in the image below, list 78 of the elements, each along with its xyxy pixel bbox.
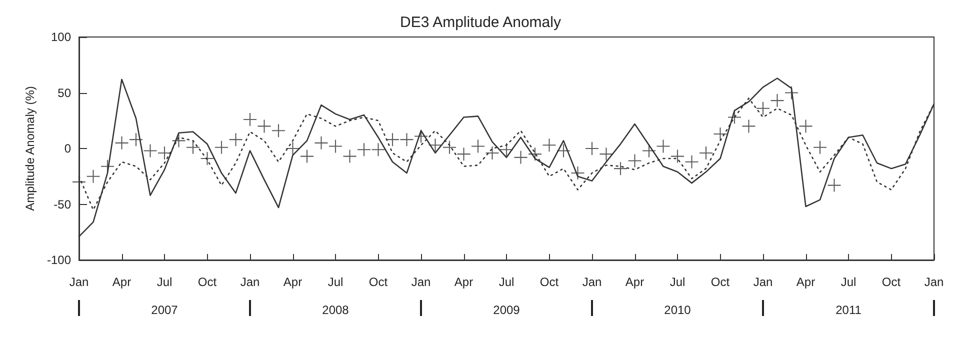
point — [542, 138, 556, 152]
point — [372, 143, 385, 156]
x2-tick-label: 2009 — [493, 303, 520, 317]
point — [814, 140, 826, 154]
x-tick-label: Jan — [753, 275, 773, 289]
point — [571, 166, 584, 180]
point — [785, 86, 798, 100]
point — [756, 102, 770, 115]
point — [714, 128, 727, 141]
x-tick-label: Jul — [156, 275, 172, 289]
point — [343, 150, 356, 163]
point — [272, 124, 285, 138]
y-tick-label: -50 — [54, 197, 72, 212]
x-tick-label: Apr — [112, 275, 132, 289]
point — [828, 178, 841, 192]
x-tick-label: Oct — [540, 275, 560, 289]
x2-tick-label: 2007 — [151, 303, 178, 317]
point — [414, 130, 428, 143]
x-tick-label: Oct — [882, 275, 902, 289]
point — [799, 120, 812, 133]
y-tick-label: 100 — [50, 30, 72, 44]
x-tick-label: Jul — [328, 275, 344, 289]
point — [514, 150, 528, 164]
x-tick-label: Apr — [796, 275, 816, 289]
x-tick-label: Oct — [368, 275, 388, 289]
point — [428, 138, 442, 152]
point — [472, 140, 484, 153]
x-tick-label: Jan — [924, 275, 944, 289]
point — [144, 144, 157, 158]
y-tick-label: -100 — [46, 253, 72, 267]
point — [400, 133, 414, 146]
x-tick-label: Apr — [625, 275, 644, 289]
point — [329, 140, 342, 153]
y-tick-label: 50 — [58, 86, 72, 100]
point — [386, 133, 399, 146]
x-tick-label: Jan — [69, 275, 89, 289]
point — [115, 136, 128, 150]
x-tick-label: Jan — [411, 275, 431, 289]
x-tick-label: Jul — [498, 275, 514, 289]
x-tick-label: Jul — [670, 275, 686, 289]
point — [685, 155, 698, 168]
point — [286, 142, 300, 155]
y-axis-title: Amplitude Anomaly (%) — [23, 86, 38, 211]
point — [244, 113, 256, 126]
point — [671, 150, 684, 163]
point — [628, 154, 642, 168]
point — [314, 136, 328, 150]
point — [200, 152, 214, 166]
point — [586, 142, 598, 155]
point — [86, 170, 100, 183]
point — [172, 134, 186, 148]
x-tick-label: Jan — [240, 275, 260, 289]
x2-tick-label: 2010 — [664, 303, 692, 317]
x2-tick-label: 2011 — [836, 303, 862, 317]
point — [130, 133, 142, 146]
y-tick-label: 0 — [64, 142, 72, 156]
x-tick-label: Oct — [710, 275, 730, 289]
point — [614, 162, 627, 176]
point — [656, 140, 670, 153]
point — [258, 120, 271, 133]
x-tick-label: Jul — [840, 275, 856, 289]
point — [229, 133, 242, 146]
point — [300, 150, 314, 163]
point — [600, 148, 613, 161]
x-tick-label: Apr — [283, 275, 302, 289]
point — [486, 146, 499, 160]
x-tick-label: Oct — [198, 275, 218, 289]
x-tick-label: Apr — [454, 275, 474, 289]
chart-title: DE3 Amplitude Anomaly — [400, 14, 562, 31]
point — [700, 146, 712, 160]
point — [742, 120, 756, 133]
point — [215, 140, 228, 154]
point — [457, 148, 470, 161]
x-tick-label: Jan — [582, 275, 602, 289]
point — [358, 143, 370, 156]
x2-tick-label: 2008 — [322, 303, 350, 317]
point — [186, 140, 200, 154]
point — [770, 94, 784, 108]
